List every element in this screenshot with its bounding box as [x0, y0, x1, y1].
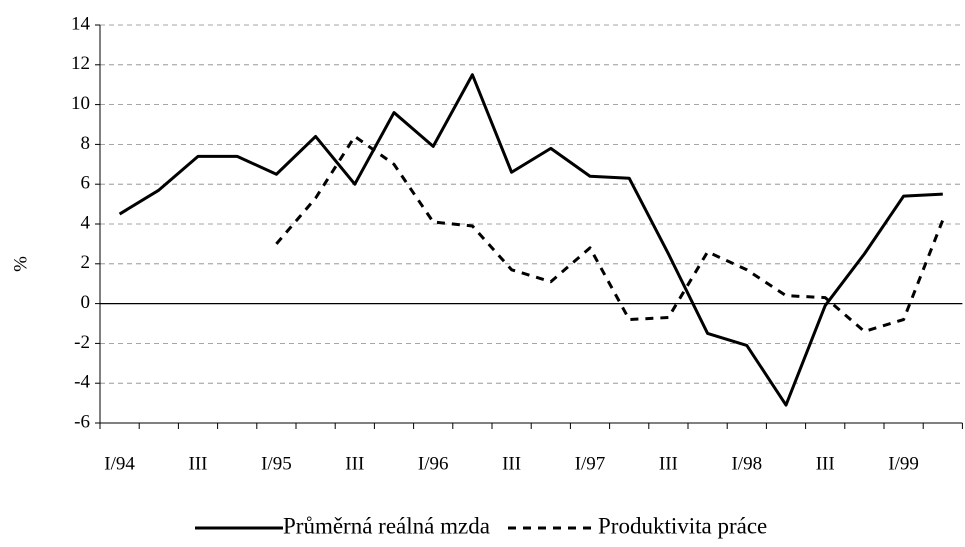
y-tick-label: 4 — [81, 212, 91, 233]
x-tick-label: III — [816, 453, 835, 474]
legend-label: Produktivita práce — [598, 513, 767, 538]
y-tick-label: 6 — [81, 173, 91, 194]
y-tick-label: -4 — [74, 372, 90, 393]
y-tick-label: -2 — [74, 332, 90, 353]
x-tick-label: III — [502, 453, 521, 474]
y-tick-label: 8 — [81, 133, 91, 154]
y-tick-label: 14 — [71, 13, 91, 34]
x-tick-label: I/95 — [261, 453, 292, 474]
series-line — [275, 134, 945, 333]
x-tick-label: III — [189, 453, 208, 474]
x-tick-label: I/96 — [418, 453, 449, 474]
x-tick-label: I/98 — [731, 453, 762, 474]
legend-label: Průměrná reálná mzda — [283, 513, 490, 538]
y-tick-label: -6 — [74, 411, 90, 432]
series-line — [118, 73, 943, 407]
x-tick-label: I/94 — [104, 453, 135, 474]
x-tick-label: I/99 — [888, 453, 919, 474]
y-tick-label: 0 — [81, 292, 91, 313]
x-tick-label: I/97 — [575, 453, 606, 474]
y-tick-label: 2 — [81, 252, 91, 273]
y-tick-label: 12 — [71, 53, 90, 74]
x-tick-label: III — [345, 453, 364, 474]
x-tick-label: III — [659, 453, 678, 474]
y-tick-label: 10 — [71, 93, 90, 114]
y-axis-label: % — [10, 256, 31, 272]
